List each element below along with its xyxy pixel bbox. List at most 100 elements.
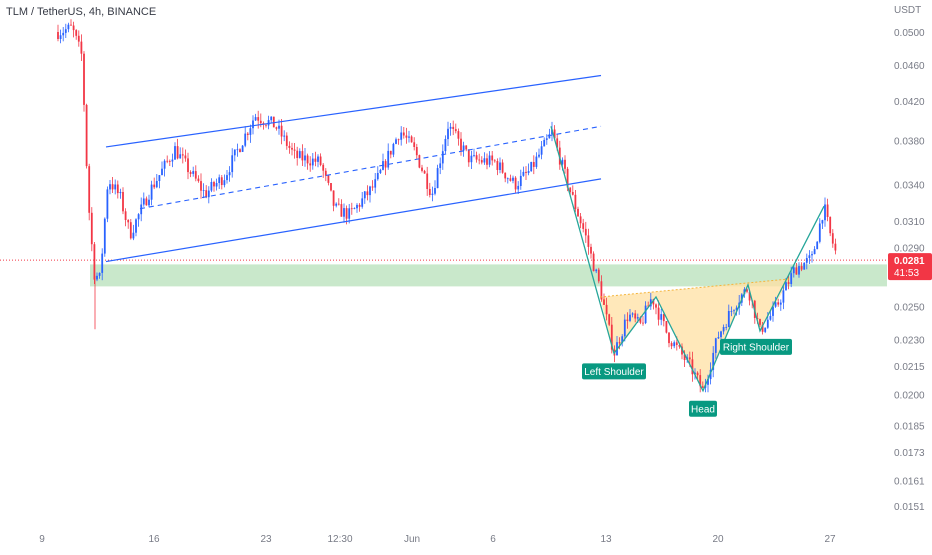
y-tick-label: 0.0290 xyxy=(894,244,925,255)
candle-body xyxy=(371,186,374,188)
support-zone xyxy=(90,264,887,287)
candle-body xyxy=(717,337,720,339)
candle-body xyxy=(665,321,668,333)
candle-body xyxy=(826,204,829,217)
candle-body xyxy=(543,139,546,147)
candle-body xyxy=(532,162,535,167)
candle-body xyxy=(332,190,335,206)
candle-body xyxy=(181,154,184,156)
candle-body xyxy=(202,190,205,191)
candle-body xyxy=(634,313,637,319)
candle-body xyxy=(527,171,530,173)
candle-body xyxy=(475,155,478,160)
candle-body xyxy=(319,156,322,165)
y-tick-label: 0.0460 xyxy=(894,61,925,72)
candle-body xyxy=(623,319,626,337)
candle-body xyxy=(236,149,239,151)
pattern-label-text: Head xyxy=(691,404,715,415)
candle-body xyxy=(132,232,135,239)
candle-body xyxy=(410,136,413,143)
candle-body xyxy=(514,177,517,190)
candle-body xyxy=(517,185,520,190)
candle-body xyxy=(436,168,439,189)
candle-body xyxy=(834,243,837,251)
candle-body xyxy=(345,208,348,219)
candle-body xyxy=(800,266,803,270)
candle-body xyxy=(816,241,819,250)
candle-body xyxy=(314,158,317,162)
candle-body xyxy=(652,299,655,305)
candle-body xyxy=(548,134,551,139)
candle-body xyxy=(205,190,208,198)
x-tick-label: 9 xyxy=(39,534,45,545)
candle-body xyxy=(246,133,249,135)
candle-body xyxy=(486,158,488,165)
candle-body xyxy=(119,192,122,194)
y-tick-label: 0.0151 xyxy=(894,502,925,513)
x-tick-label: 12:30 xyxy=(327,534,352,545)
candle-body xyxy=(600,281,603,300)
candle-body xyxy=(210,182,213,191)
candle-body xyxy=(83,53,85,105)
candle-body xyxy=(649,299,652,307)
price-badge-bg xyxy=(888,253,932,281)
candle-body xyxy=(519,175,522,186)
candle-body xyxy=(275,127,278,129)
pattern-label-text: Right Shoulder xyxy=(723,342,790,353)
candle-body xyxy=(184,155,187,159)
candle-body xyxy=(304,155,306,161)
candle-body xyxy=(493,160,496,162)
candle-body xyxy=(402,132,405,136)
candle-body xyxy=(101,253,104,273)
candle-body xyxy=(223,180,226,186)
candle-body xyxy=(748,291,751,301)
y-tick-label: 0.0420 xyxy=(894,97,925,108)
candle-body xyxy=(626,319,629,321)
channel-lower-line xyxy=(105,178,602,263)
candle-body xyxy=(795,267,798,275)
candle-body xyxy=(733,310,735,312)
candle-body xyxy=(413,142,416,147)
pattern-label: Left Shoulder xyxy=(582,363,646,380)
candle-body xyxy=(813,249,816,255)
candle-body xyxy=(452,126,455,129)
candle-body xyxy=(298,151,301,158)
candle-body xyxy=(720,331,722,338)
candle-body xyxy=(72,25,75,31)
candle-body xyxy=(194,171,197,179)
candle-body xyxy=(228,172,231,176)
candle-body xyxy=(805,258,808,263)
candle-body xyxy=(525,171,527,173)
candle-body xyxy=(499,162,501,170)
candle-body xyxy=(408,136,410,138)
y-axis-unit-label: USDT xyxy=(894,5,921,16)
candle-body xyxy=(163,160,166,169)
candle-body xyxy=(166,160,169,162)
candle-body xyxy=(772,306,774,316)
current-price-value: 0.0281 xyxy=(894,256,925,267)
candle-body xyxy=(324,170,327,176)
candle-body xyxy=(522,171,525,176)
candle-body xyxy=(137,214,140,220)
candle-body xyxy=(327,175,330,183)
candle-body xyxy=(592,253,595,272)
candle-body xyxy=(259,120,262,124)
candle-body xyxy=(779,302,782,305)
candle-body xyxy=(348,208,351,219)
candle-body xyxy=(678,345,681,347)
candle-body xyxy=(730,311,733,312)
candle-body xyxy=(561,159,564,165)
candle-body xyxy=(644,305,647,324)
candle-body xyxy=(340,204,343,217)
candle-body xyxy=(574,194,577,209)
pattern-label-bg xyxy=(582,363,646,380)
candle-body xyxy=(447,128,449,140)
x-tick-label: 6 xyxy=(490,534,496,545)
pattern-label: Right Shoulder xyxy=(720,338,792,355)
candle-body xyxy=(249,128,252,135)
candle-body xyxy=(540,146,543,155)
candle-body xyxy=(93,244,96,280)
candle-body xyxy=(610,324,613,350)
